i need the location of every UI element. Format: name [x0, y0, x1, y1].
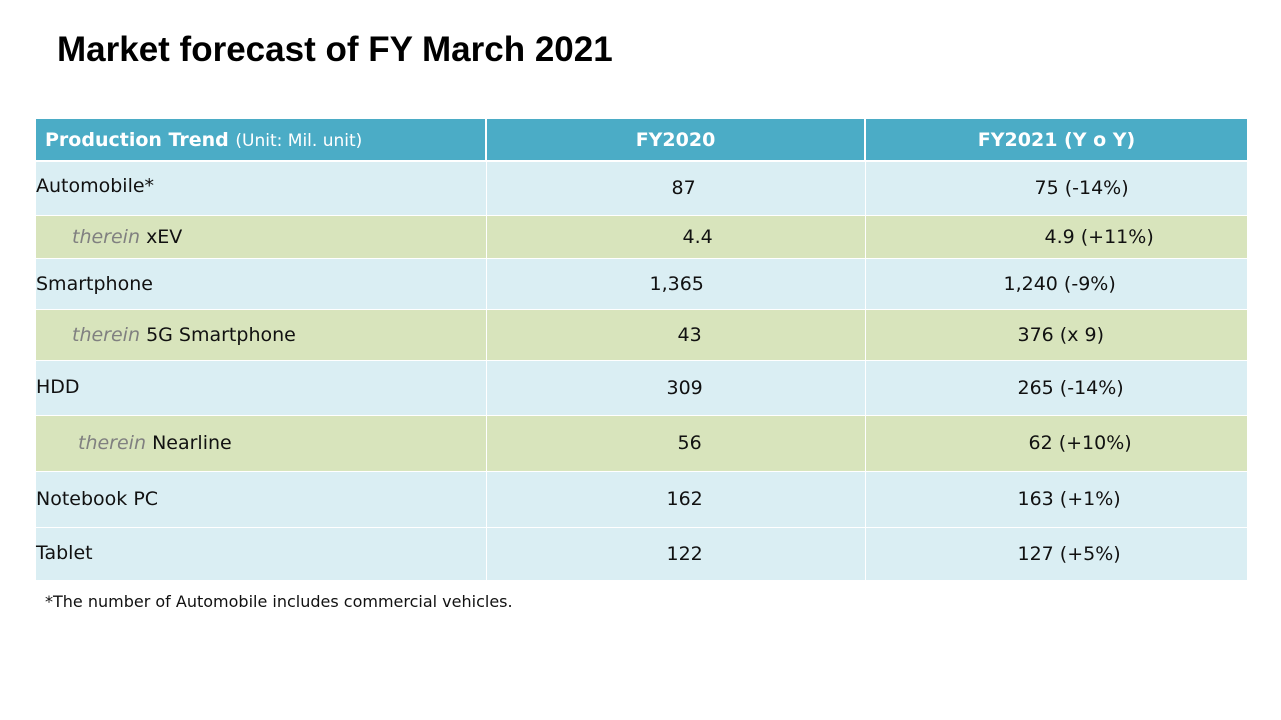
row-fy2020: 162 [486, 471, 866, 528]
row-fy2020: 43 [486, 309, 866, 361]
row-label: therein 5G Smartphone [36, 309, 487, 361]
row-label-text: Smartphone [36, 272, 153, 295]
table-row: Smartphone 1,365 1,240 (-9%) [36, 258, 1247, 310]
row-label: Smartphone [36, 258, 487, 310]
row-label-text: HDD [36, 375, 80, 398]
row-label-text: Notebook PC [36, 487, 159, 510]
row-fy2021: 75 (-14%) [865, 161, 1247, 216]
table-row: Automobile* 87 75 (-14%) [36, 161, 1247, 216]
header-fy2021: FY2021 (Y o Y) [865, 119, 1247, 162]
table-row: therein Nearline 56 62 (+10%) [36, 415, 1247, 472]
header-unit: (Unit: Mil. unit) [235, 130, 363, 151]
slide-title: Market forecast of FY March 2021 [57, 30, 613, 69]
row-fy2020: 56 [486, 415, 866, 472]
row-fy2021: 127 (+5%) [865, 527, 1247, 581]
row-fy2021: 163 (+1%) [865, 471, 1247, 528]
footnote: *The number of Automobile includes comme… [45, 592, 513, 611]
table-header-row: Production Trend (Unit: Mil. unit) FY202… [36, 119, 1247, 162]
row-fy2020: 309 [486, 360, 866, 416]
table-row: therein xEV 4.4 4.9 (+11%) [36, 215, 1247, 259]
row-label-text: xEV [146, 225, 183, 248]
header-production-trend: Production Trend (Unit: Mil. unit) [36, 119, 487, 162]
row-fy2021: 1,240 (-9%) [865, 258, 1247, 310]
row-label: HDD [36, 360, 487, 416]
therein-prefix: therein [72, 323, 141, 346]
table-row: therein 5G Smartphone 43 376 (x 9) [36, 309, 1247, 361]
row-fy2020: 122 [486, 527, 866, 581]
row-fy2021: 376 (x 9) [865, 309, 1247, 361]
row-fy2021: 4.9 (+11%) [865, 215, 1247, 259]
table-row: Notebook PC 162 163 (+1%) [36, 471, 1247, 528]
row-label: Automobile* [36, 161, 487, 216]
header-label: Production Trend [45, 128, 229, 151]
row-label: therein xEV [36, 215, 487, 259]
table-row: Tablet 122 127 (+5%) [36, 527, 1247, 581]
row-label: Tablet [36, 527, 487, 581]
row-label-text: Tablet [36, 541, 93, 564]
row-fy2020: 1,365 [486, 258, 866, 310]
row-label: Notebook PC [36, 471, 487, 528]
row-label-text: Automobile* [36, 175, 155, 197]
table-row: HDD 309 265 (-14%) [36, 360, 1247, 416]
row-label: therein Nearline [36, 415, 487, 472]
row-label-text: Nearline [152, 431, 232, 454]
therein-prefix: therein [72, 225, 141, 248]
row-fy2020: 87 [486, 161, 866, 216]
row-fy2020: 4.4 [486, 215, 866, 259]
therein-prefix: therein [78, 431, 147, 454]
row-label-text: 5G Smartphone [146, 323, 296, 346]
header-fy2020: FY2020 [486, 119, 866, 162]
row-fy2021: 265 (-14%) [865, 360, 1247, 416]
row-fy2021: 62 (+10%) [865, 415, 1247, 472]
forecast-table: Production Trend (Unit: Mil. unit) FY202… [36, 119, 1247, 581]
